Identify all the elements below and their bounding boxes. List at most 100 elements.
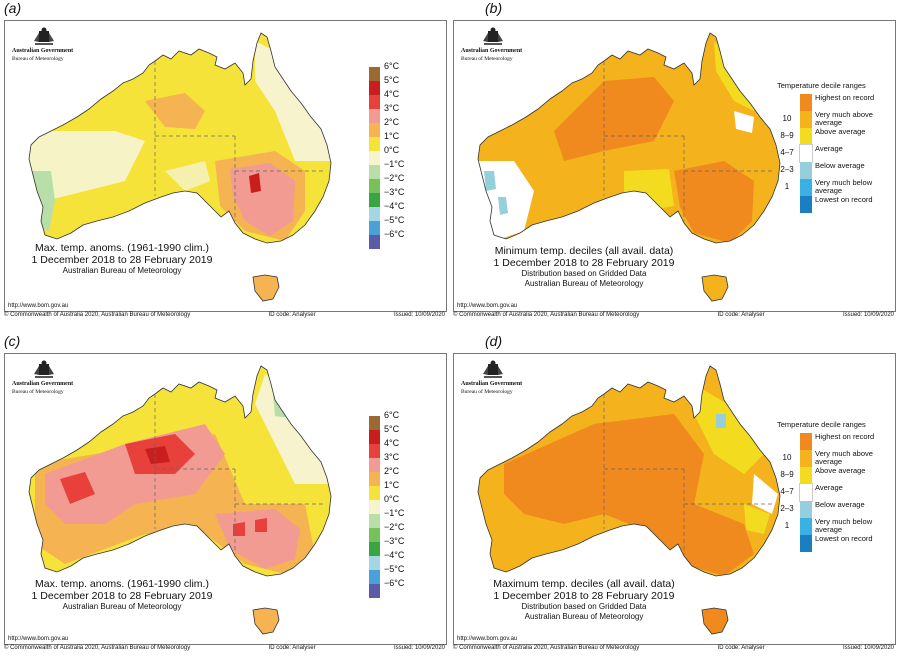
- copyright: © Commonwealth of Australia 2020, Austra…: [453, 312, 640, 318]
- decile-num: 1: [784, 521, 790, 530]
- legend-label: −6°C: [384, 578, 405, 588]
- decile-num: 4–7: [780, 148, 794, 157]
- coat-of-arms-icon: [483, 360, 503, 378]
- caption-line: Distribution based on Gridded Data: [521, 602, 647, 611]
- gov-name: Australian Government: [461, 381, 523, 387]
- issued-date: Issued: 10/09/2020: [842, 645, 894, 651]
- issued-date: Issued: 10/09/2020: [842, 312, 894, 318]
- australia-map: [477, 365, 781, 635]
- legend-label: −3°C: [384, 536, 405, 546]
- australia-map: [28, 32, 332, 302]
- caption-line: Minimum temp. deciles (all avail. data): [494, 245, 674, 257]
- legend-label: 4°C: [384, 89, 400, 99]
- legend-title: Temperature decile ranges: [777, 81, 866, 90]
- coat-of-arms-icon: [483, 27, 503, 45]
- decile-label: Very much above average: [815, 449, 873, 466]
- decile-legend: Temperature decile ranges Highest on rec…: [777, 81, 874, 213]
- id-code: ID code: Analyser: [717, 645, 765, 651]
- panel-letter: (d): [485, 333, 503, 349]
- gov-logo: Australian Government Bureau of Meteorol…: [458, 27, 528, 65]
- decile-num: 1: [784, 182, 790, 191]
- map-frame: Australian Government Bureau of Meteorol…: [4, 353, 447, 645]
- legend-label: −5°C: [384, 564, 405, 574]
- legend-label: 0°C: [384, 145, 400, 155]
- caption-line: Distribution based on Gridded Data: [521, 269, 647, 278]
- panel-d: (d) Australian Government Burea: [449, 333, 898, 665]
- map-caption: Minimum temp. deciles (all avail. data) …: [454, 245, 714, 289]
- legend-label: −2°C: [384, 173, 405, 183]
- legend-label: 2°C: [384, 466, 400, 476]
- legend-label: −3°C: [384, 187, 405, 197]
- decile-label: Above average: [815, 127, 866, 136]
- footer: © Commonwealth of Australia 2020, Austra…: [453, 645, 894, 651]
- source-url: http://www.bom.gov.au: [457, 636, 518, 642]
- legend-label: −1°C: [384, 159, 405, 169]
- decile-label: Very much below average: [815, 178, 873, 195]
- bom-name: Bureau of Meteorology: [12, 389, 64, 395]
- caption-line: Maximum temp. deciles (all avail. data): [493, 578, 675, 590]
- decile-label: Below average: [815, 500, 865, 509]
- legend-label: 3°C: [384, 103, 400, 113]
- map-frame: Australian Government Bureau of Meteorol…: [453, 20, 896, 312]
- decile-legend: Temperature decile ranges Highest on rec…: [777, 420, 874, 552]
- legend-label: −5°C: [384, 215, 405, 225]
- copyright: © Commonwealth of Australia 2020, Austra…: [4, 645, 191, 651]
- coat-of-arms-icon: [34, 360, 54, 378]
- decile-num: 8–9: [780, 470, 794, 479]
- map-frame: Australian Government Bureau of Meteorol…: [4, 20, 447, 312]
- caption-line: Max. temp. anoms. (1961-1990 clim.): [35, 578, 209, 590]
- copyright: © Commonwealth of Australia 2020, Austra…: [453, 645, 640, 651]
- legend-label: −6°C: [384, 229, 405, 239]
- gov-logo: Australian Government Bureau of Meteorol…: [9, 27, 79, 65]
- id-code: ID code: Analyser: [268, 645, 316, 651]
- decile-label: Highest on record: [815, 93, 875, 102]
- bom-name: Bureau of Meteorology: [461, 389, 513, 395]
- gov-logo: Australian Government Bureau of Meteorol…: [458, 360, 528, 398]
- decile-label: Lowest on record: [815, 534, 873, 543]
- caption-line: 1 December 2018 to 28 February 2019: [493, 257, 675, 269]
- legend-label: 6°C: [384, 410, 400, 420]
- caption-line: Max. temp. anoms. (1961-1990 clim.): [35, 242, 209, 254]
- issued-date: Issued: 10/09/2020: [393, 645, 445, 651]
- decile-num: 2–3: [780, 504, 794, 513]
- decile-label: Very much above average: [815, 110, 873, 127]
- caption-line: Australian Bureau of Meteorology: [62, 602, 182, 611]
- source-url: http://www.bom.gov.au: [8, 636, 69, 642]
- caption-line: 1 December 2018 to 28 February 2019: [31, 254, 213, 266]
- decile-label: Highest on record: [815, 432, 875, 441]
- legend-label: 0°C: [384, 494, 400, 504]
- decile-num: 4–7: [780, 487, 794, 496]
- legend-label: 1°C: [384, 131, 400, 141]
- source-url: http://www.bom.gov.au: [8, 303, 69, 309]
- panel-a: (a) Austra: [0, 0, 449, 332]
- caption-line: Australian Bureau of Meteorology: [524, 279, 644, 288]
- legend-label: −4°C: [384, 201, 405, 211]
- caption-line: Australian Bureau of Meteorology: [62, 266, 182, 275]
- gov-logo: Australian Government Bureau of Meteorol…: [9, 360, 79, 398]
- footer: © Commonwealth of Australia 2020, Austra…: [4, 312, 445, 318]
- panel-letter: (b): [485, 0, 503, 16]
- panel-letter: (a): [4, 0, 22, 16]
- australia-map: [477, 32, 781, 302]
- legend-label: −4°C: [384, 550, 405, 560]
- id-code: ID code: Analyser: [268, 312, 316, 318]
- decile-num: 10: [782, 114, 792, 123]
- australia-map: [28, 365, 332, 635]
- decile-label: Average: [815, 483, 843, 492]
- decile-label: Average: [815, 144, 843, 153]
- bom-name: Bureau of Meteorology: [12, 56, 64, 62]
- gov-name: Australian Government: [12, 48, 74, 54]
- panel-letter: (c): [4, 333, 21, 349]
- decile-label: Lowest on record: [815, 195, 873, 204]
- legend-label: 3°C: [384, 452, 400, 462]
- map-frame: Australian Government Bureau of Meteorol…: [453, 353, 896, 645]
- legend-label: 1°C: [384, 480, 400, 490]
- coat-of-arms-icon: [34, 27, 54, 45]
- bom-name: Bureau of Meteorology: [461, 56, 513, 62]
- caption-line: 1 December 2018 to 28 February 2019: [493, 590, 675, 602]
- legend-label: 5°C: [384, 75, 400, 85]
- source-url: http://www.bom.gov.au: [457, 303, 518, 309]
- legend-title: Temperature decile ranges: [777, 420, 866, 429]
- map-caption: Max. temp. anoms. (1961-1990 clim.) 1 De…: [7, 578, 237, 612]
- panel-b: (b) Austra: [449, 0, 898, 332]
